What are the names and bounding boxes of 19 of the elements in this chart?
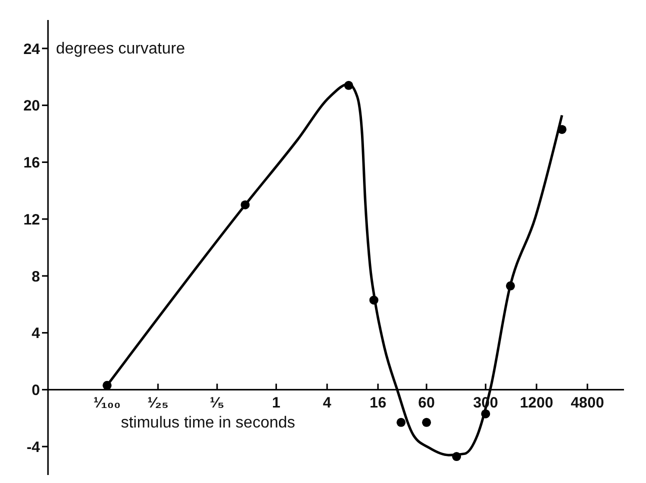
y-tick-label: -4: [26, 438, 41, 456]
x-tick-label: 4: [322, 394, 332, 412]
x-tick-label: ¹⁄₅: [210, 394, 224, 412]
x-tick-label: ¹⁄₂₅: [147, 394, 169, 412]
x-axis-title: stimulus time in seconds: [120, 414, 296, 432]
x-tick-label: 16: [370, 394, 386, 412]
x-tick-label: 1: [272, 394, 280, 412]
y-tick-label: 12: [23, 211, 40, 228]
y-tick-label: 24: [23, 40, 41, 58]
y-tick-label: 16: [23, 154, 40, 172]
x-tick-label: 60: [418, 394, 435, 412]
x-tick-label: 1200: [520, 394, 554, 412]
y-tick-label: 8: [32, 268, 40, 286]
x-tick-label: 4800: [570, 394, 604, 412]
y-tick-label: 0: [32, 382, 40, 400]
y-axis-title: degrees curvature: [56, 40, 186, 58]
x-tick-label: ¹⁄₁₀₀: [93, 394, 121, 412]
y-tick-label: 20: [23, 98, 40, 115]
y-tick-label: 4: [32, 325, 41, 342]
